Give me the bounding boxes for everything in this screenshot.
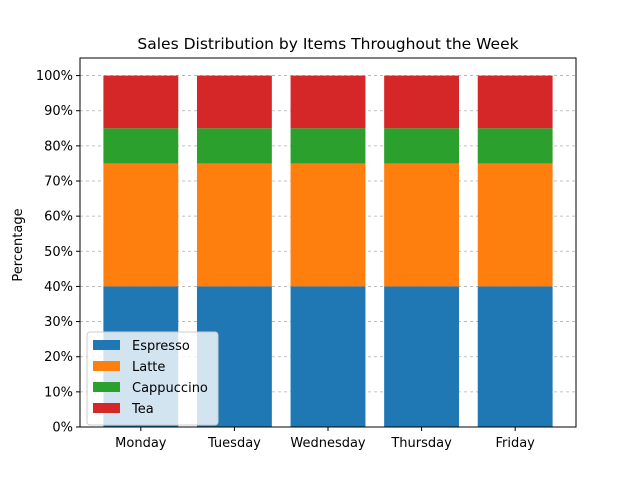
y-tick-label: 100% (36, 69, 73, 84)
y-tick-label: 10% (44, 385, 73, 400)
bars-layer (103, 75, 553, 427)
bar-espresso-thursday (384, 286, 460, 427)
y-tick-label: 20% (44, 350, 73, 365)
bar-tea-monday (103, 75, 179, 129)
legend-label-cappuccino: Cappuccino (132, 381, 208, 396)
y-tick-label: 50% (44, 245, 73, 260)
bar-latte-thursday (384, 163, 460, 287)
bar-latte-wednesday (290, 163, 366, 287)
y-tick-label: 60% (44, 210, 73, 225)
y-tick-label: 80% (44, 139, 73, 154)
y-axis-label: Percentage (11, 208, 26, 281)
legend-swatch-tea (93, 403, 120, 413)
legend-label-latte: Latte (132, 360, 165, 375)
bar-cappuccino-monday (103, 128, 179, 164)
bar-tea-tuesday (196, 75, 272, 129)
bar-espresso-wednesday (290, 286, 366, 427)
x-tick-label: Monday (115, 436, 167, 451)
legend-label-tea: Tea (131, 402, 154, 417)
bar-espresso-friday (477, 286, 553, 427)
bar-cappuccino-tuesday (196, 128, 272, 164)
bar-latte-monday (103, 163, 179, 287)
legend-label-espresso: Espresso (132, 339, 190, 354)
bar-latte-tuesday (196, 163, 272, 287)
y-tick-label: 40% (44, 280, 73, 295)
legend-swatch-cappuccino (93, 382, 120, 392)
legend-box (86, 331, 219, 426)
x-tick-label: Thursday (390, 436, 452, 451)
bar-cappuccino-wednesday (290, 128, 366, 164)
bar-tea-wednesday (290, 75, 366, 129)
bar-tea-friday (477, 75, 553, 129)
x-tick-label: Wednesday (290, 436, 366, 451)
y-tick-label: 70% (44, 175, 73, 190)
bar-tea-thursday (384, 75, 460, 129)
legend: Espresso Latte Cappuccino Tea (86, 331, 219, 426)
x-tick-label: Tuesday (207, 436, 261, 451)
y-tick-label: 0% (52, 421, 73, 436)
y-tick-label: 90% (44, 104, 73, 119)
x-tick-label: Friday (495, 436, 535, 451)
axes-layer: 0% 10% 20% 30% 40% 50% 60% 70% 80% 90% 100% Monday T… (36, 57, 577, 451)
y-tick-label: 30% (44, 315, 73, 330)
chart-title: Sales Distribution by Items Throughout t… (137, 35, 518, 53)
bar-cappuccino-thursday (384, 128, 460, 164)
bar-latte-friday (477, 163, 553, 287)
legend-swatch-espresso (93, 340, 120, 350)
bar-cappuccino-friday (477, 128, 553, 164)
legend-swatch-latte (93, 361, 120, 371)
